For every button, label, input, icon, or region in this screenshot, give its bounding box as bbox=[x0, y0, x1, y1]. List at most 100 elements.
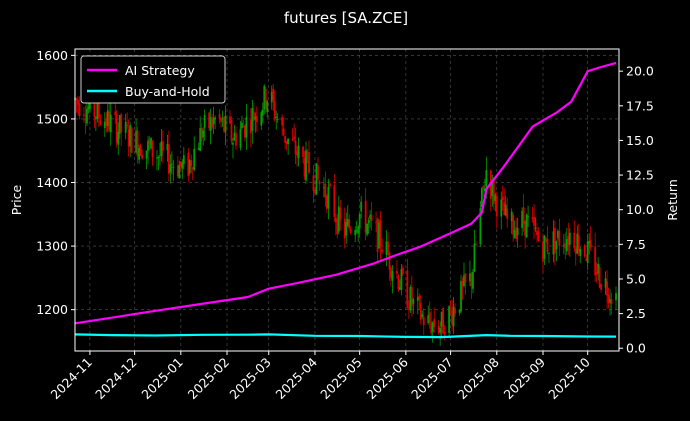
candle-body bbox=[401, 267, 404, 275]
candle-body bbox=[305, 150, 307, 181]
plot-frame bbox=[74, 48, 620, 352]
candle-body bbox=[469, 273, 471, 282]
candle-body bbox=[312, 175, 315, 191]
candle-body bbox=[245, 117, 248, 138]
candle-body bbox=[558, 230, 561, 247]
candle-body bbox=[160, 141, 163, 156]
candle-body bbox=[433, 319, 436, 328]
left-axis: 1200 1300 1400 1500 1600 bbox=[36, 48, 75, 317]
candle-body bbox=[223, 117, 225, 132]
candle-body bbox=[376, 218, 379, 252]
candle-body bbox=[178, 164, 181, 179]
candle-body bbox=[249, 119, 252, 134]
candle-body bbox=[188, 159, 191, 174]
y2-tick-label: 20.0 bbox=[626, 64, 654, 79]
candle-body bbox=[576, 233, 579, 254]
candle-body bbox=[139, 145, 142, 156]
candle-body bbox=[470, 273, 473, 287]
candle-body bbox=[297, 145, 300, 159]
y2-tick-label: 7.5 bbox=[626, 237, 646, 252]
candle-body bbox=[179, 161, 182, 167]
candle-body bbox=[242, 126, 245, 128]
candle-body bbox=[93, 93, 96, 118]
candle-body bbox=[244, 125, 246, 138]
y2-tick-label: 12.5 bbox=[626, 168, 654, 183]
candle-body bbox=[421, 314, 424, 317]
candle-body bbox=[170, 163, 173, 165]
candle-body bbox=[141, 154, 143, 159]
candle-body bbox=[390, 268, 392, 278]
candle-body bbox=[360, 201, 363, 212]
candle-body bbox=[546, 239, 549, 253]
candle-body bbox=[524, 220, 527, 236]
candle-body bbox=[75, 98, 78, 101]
candle-body bbox=[150, 138, 152, 149]
candle-body bbox=[266, 101, 269, 113]
candle-body bbox=[94, 117, 97, 119]
candle-body bbox=[522, 207, 525, 224]
candle-body bbox=[200, 127, 203, 139]
candle-body bbox=[407, 308, 410, 310]
candle-body bbox=[545, 238, 547, 242]
candle-body bbox=[460, 281, 462, 312]
candle-body bbox=[84, 118, 87, 121]
candle-body bbox=[327, 187, 330, 209]
candle-body bbox=[275, 116, 278, 118]
candle-body bbox=[159, 155, 161, 157]
y2-tick-label: 17.5 bbox=[626, 98, 654, 113]
candle-body bbox=[99, 120, 102, 125]
candle-body bbox=[325, 195, 328, 209]
candle-body bbox=[157, 157, 160, 159]
y2-tick-label: 2.5 bbox=[626, 306, 646, 321]
candle-body bbox=[87, 106, 90, 110]
candle-body bbox=[86, 108, 88, 124]
series-lines bbox=[74, 61, 617, 339]
candle-body bbox=[78, 103, 81, 117]
candle-body bbox=[255, 115, 258, 122]
candle-body bbox=[281, 116, 284, 126]
right-axis: 0.0 2.5 5.0 7.5 10.0 12.5 15.0 17.5 20.0 bbox=[619, 64, 654, 356]
candle-body bbox=[367, 220, 370, 223]
candle-body bbox=[585, 258, 588, 261]
candle-body bbox=[410, 286, 413, 307]
candle-body bbox=[597, 263, 600, 274]
candle-body bbox=[346, 219, 349, 226]
candle-body bbox=[548, 252, 550, 254]
candle-body bbox=[448, 306, 450, 333]
candle-body bbox=[579, 248, 582, 256]
candle-body bbox=[583, 245, 586, 256]
candle-body bbox=[412, 299, 415, 304]
candle-body bbox=[276, 119, 279, 121]
candle-body bbox=[291, 139, 294, 141]
candle-body bbox=[233, 132, 236, 141]
candle-body bbox=[176, 165, 179, 177]
candle-body bbox=[525, 214, 528, 238]
candle-body bbox=[534, 227, 537, 229]
candle-body bbox=[472, 271, 474, 289]
candle-body bbox=[574, 248, 577, 255]
candle-body bbox=[609, 299, 611, 303]
candle-body bbox=[97, 100, 100, 118]
candle-body bbox=[181, 162, 184, 169]
candle-body bbox=[220, 118, 222, 123]
candle-body bbox=[203, 114, 206, 128]
candle-body bbox=[512, 214, 515, 235]
candle-body bbox=[500, 199, 503, 217]
candle-body bbox=[303, 158, 306, 177]
candle-body bbox=[606, 281, 608, 296]
candle-body bbox=[252, 111, 255, 121]
candle-body bbox=[212, 117, 215, 125]
candle-body bbox=[229, 116, 231, 123]
candle-body bbox=[169, 164, 172, 173]
candle-body bbox=[124, 121, 127, 133]
candle-body bbox=[480, 188, 483, 207]
candle-body bbox=[182, 155, 185, 164]
candle-body bbox=[527, 216, 529, 218]
candle-body bbox=[491, 179, 494, 196]
candle-body bbox=[260, 112, 263, 126]
y-tick-label: 1400 bbox=[36, 175, 68, 190]
candle-body bbox=[214, 117, 216, 120]
chart-title: futures [SA.ZCE] bbox=[284, 9, 408, 27]
candle-body bbox=[589, 239, 592, 248]
candle-body bbox=[475, 244, 477, 246]
